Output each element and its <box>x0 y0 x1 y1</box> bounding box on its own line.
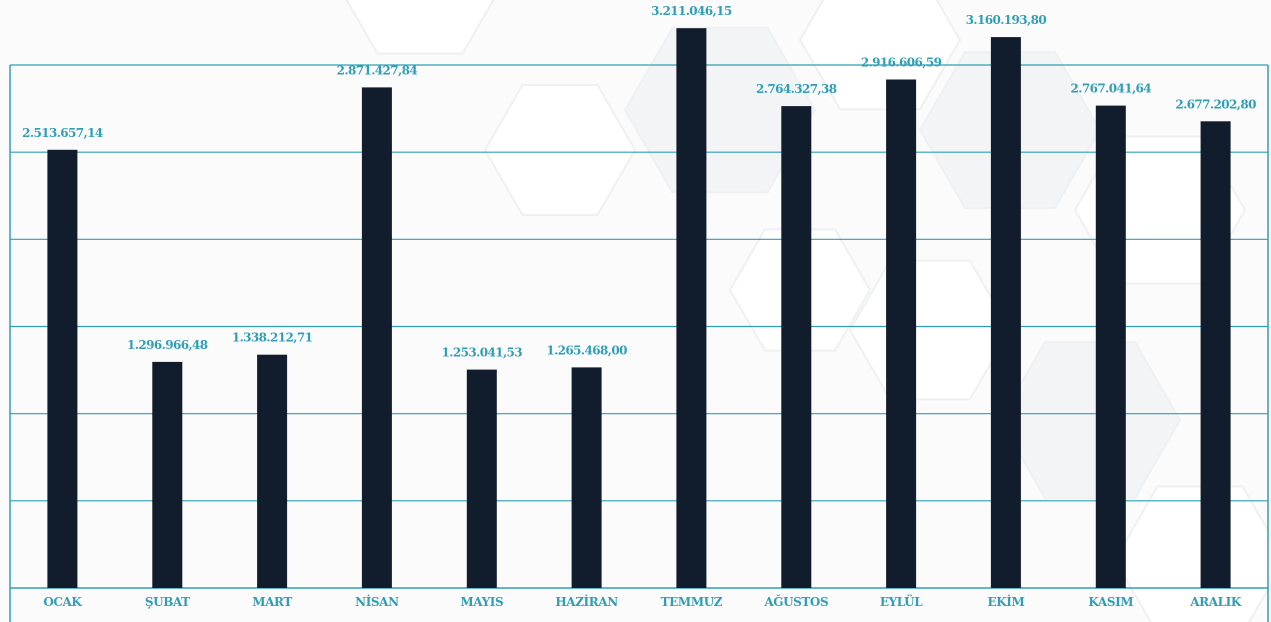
category-labels: OCAK ŞUBAT MART NİSAN MAYIS HAZİRAN TEMMUZ AĞUS… <box>43 593 1242 609</box>
value-label: 2.513.657,14 <box>22 126 103 140</box>
value-label: 3.160.193,80 <box>966 13 1047 27</box>
background-hexagon <box>798 0 962 111</box>
background-hexagon <box>998 341 1182 499</box>
category-label: HAZİRAN <box>555 594 618 609</box>
value-label: 1.253.041,53 <box>442 346 523 360</box>
bar-ni̇san <box>361 87 392 589</box>
value-label: 2.764.327,38 <box>756 82 837 96</box>
category-label: EYLÜL <box>880 593 923 609</box>
bar-temmuz <box>676 28 707 588</box>
value-label: 2.677.202,80 <box>1175 97 1256 111</box>
bar-kasim <box>1095 105 1126 588</box>
background-hexagon <box>483 84 637 216</box>
bar-mayis <box>466 369 497 588</box>
category-label: ŞUBAT <box>145 595 190 609</box>
value-labels: 2.513.657,14 1.296.966,48 1.338.212,71 2.87… <box>22 4 1257 360</box>
bar-mart <box>257 354 288 588</box>
background-hexagon <box>623 26 817 194</box>
value-label: 2.871.427,84 <box>337 63 418 77</box>
bar-eki̇m <box>990 37 1021 589</box>
background-hexagon <box>345 0 495 55</box>
bars <box>47 28 1231 589</box>
category-label: TEMMUZ <box>661 595 723 609</box>
category-label: AĞUSTOS <box>763 593 828 609</box>
value-label: 3.211.046,15 <box>651 4 732 18</box>
category-label: OCAK <box>43 595 82 609</box>
gridlines <box>9 64 1269 622</box>
category-label: NİSAN <box>355 594 399 609</box>
bar-şubat <box>152 361 183 588</box>
value-label: 2.767.041,64 <box>1071 82 1152 96</box>
category-label: KASIM <box>1088 595 1133 609</box>
value-label: 1.338.212,71 <box>232 331 313 345</box>
value-label: 1.296.966,48 <box>127 338 208 352</box>
category-label: MART <box>252 595 292 609</box>
category-label: MAYIS <box>460 595 503 609</box>
bar-ağustos <box>781 106 812 588</box>
bar-eylül <box>886 79 917 588</box>
value-label: 1.265.468,00 <box>546 343 627 357</box>
bar-aralik <box>1200 121 1231 589</box>
category-label: ARALIK <box>1189 595 1242 609</box>
bar-ocak <box>47 149 78 589</box>
category-label: EKİM <box>987 594 1024 609</box>
bar-hazi̇ran <box>571 367 602 588</box>
value-label: 2.916.606,59 <box>861 56 942 70</box>
background-hexagon <box>848 259 1012 401</box>
